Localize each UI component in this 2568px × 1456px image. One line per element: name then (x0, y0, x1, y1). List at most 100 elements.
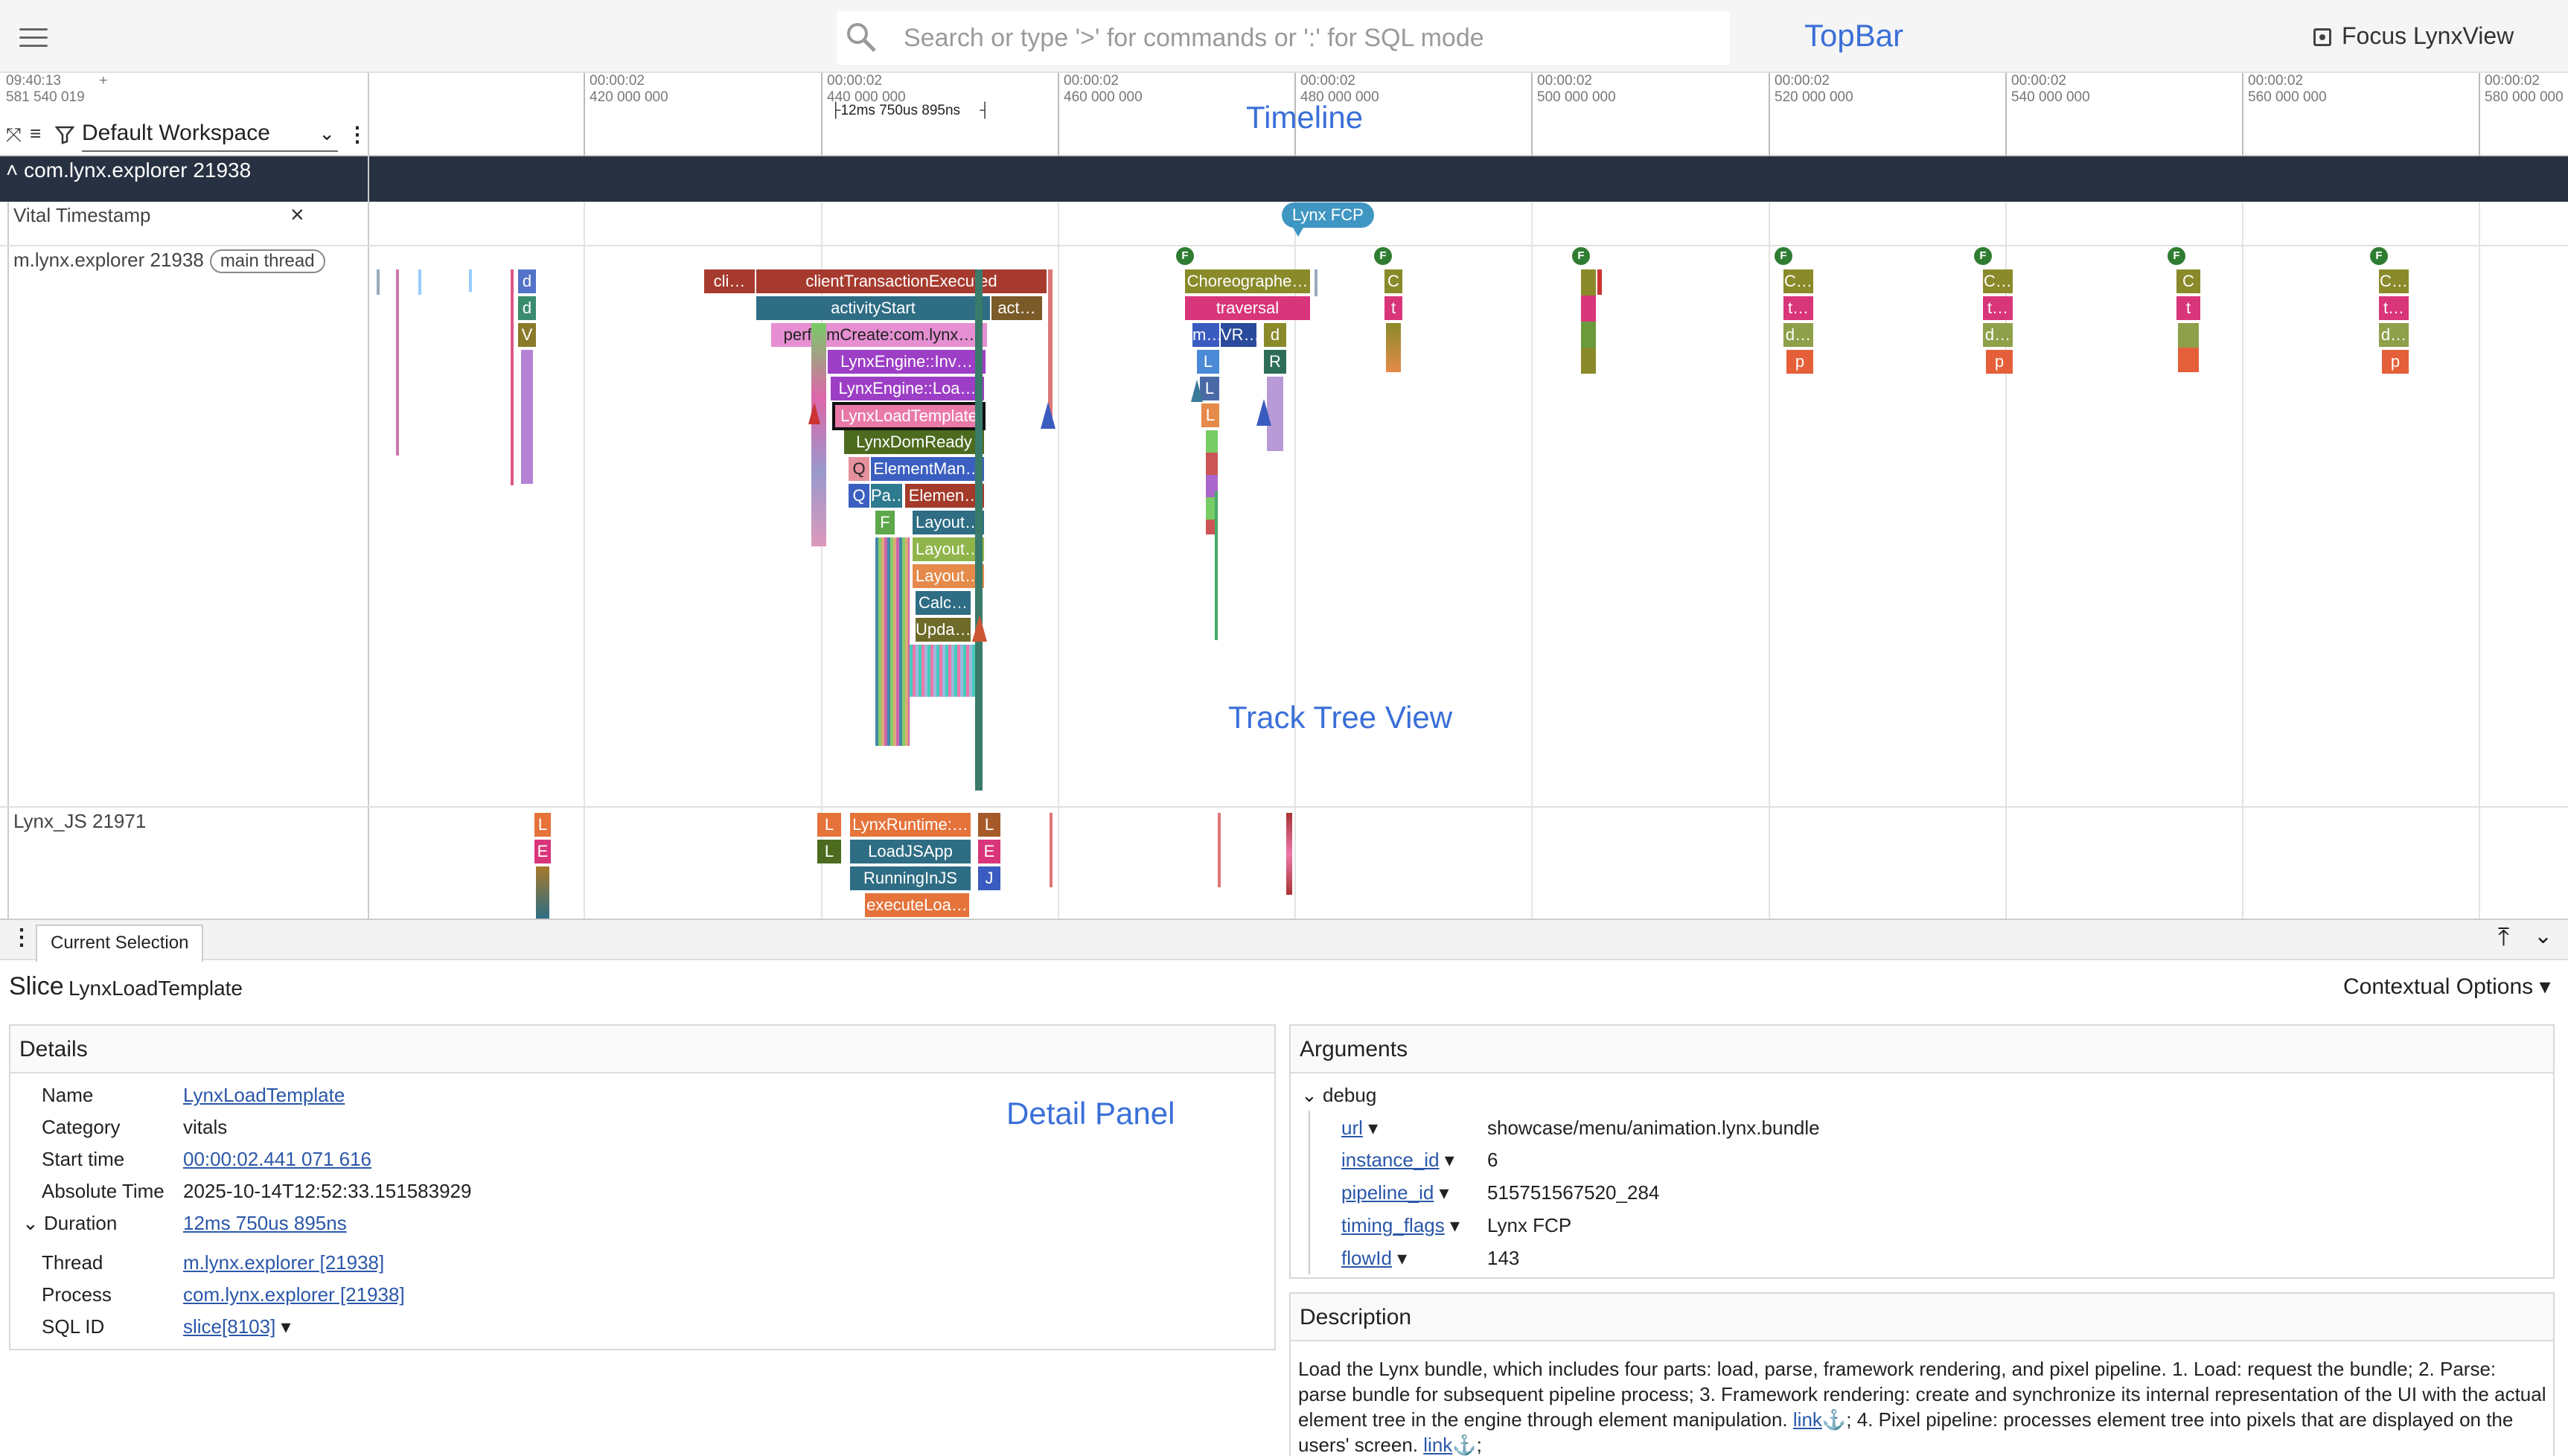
slice[interactable]: p (1786, 350, 1813, 374)
duration-key[interactable]: ⌄ Duration (22, 1212, 117, 1235)
slice[interactable]: m… (1192, 323, 1219, 347)
contextual-options-button[interactable]: Contextual Options ▾ (2343, 974, 2551, 1000)
workspace-more-icon[interactable]: ⋮ (347, 123, 368, 146)
slice[interactable]: L (1200, 377, 1219, 400)
thin-slice[interactable] (1597, 269, 1602, 295)
url-key[interactable]: url ▾ (1341, 1117, 1379, 1139)
slice[interactable]: t… (1983, 296, 2013, 320)
thin-slice[interactable] (418, 269, 421, 295)
frame-marker[interactable]: F (1572, 247, 1590, 265)
timing-flags-key[interactable]: timing_flags ▾ (1341, 1214, 1460, 1236)
slice[interactable]: traversal (1185, 296, 1310, 320)
thin-slice[interactable] (1581, 269, 1596, 374)
thin-slice[interactable] (521, 350, 533, 484)
slice[interactable]: Elemen… (905, 484, 984, 508)
slice[interactable]: LynxRuntime:… (850, 813, 971, 837)
slice[interactable]: LoadJSApp (850, 840, 971, 863)
slice[interactable]: activityStart (756, 296, 990, 320)
slice[interactable]: E (534, 840, 551, 863)
slice[interactable]: VR… (1221, 323, 1256, 347)
slice[interactable]: t… (1783, 296, 1813, 320)
slice[interactable]: E (978, 840, 1000, 863)
slice[interactable]: L (817, 813, 841, 837)
collapse-all-icon[interactable]: ⤧ (6, 124, 22, 146)
slice[interactable]: act… (991, 296, 1042, 320)
main-thread-track[interactable]: m.lynx.explorer 21938 main thread (13, 249, 325, 273)
slice[interactable]: R (1264, 350, 1286, 374)
timeline-ruler[interactable]: 09:40:13 + 581 540 019 00:00:02 420 000 0… (0, 73, 2568, 156)
thin-slice[interactable] (1218, 813, 1221, 887)
search-box[interactable] (837, 11, 1730, 65)
slice[interactable]: LynxEngine::Loa… (831, 377, 984, 400)
frame-marker[interactable]: F (1176, 247, 1194, 265)
collapse-panel-icon[interactable]: ⌄ (2534, 924, 2553, 948)
slice[interactable]: d (1264, 323, 1286, 347)
sql-id-link[interactable]: slice[8103] ▾ (183, 1315, 291, 1338)
slice[interactable]: p (1986, 350, 2013, 374)
name-link[interactable]: LynxLoadTemplate (183, 1084, 345, 1106)
slice[interactable]: d (518, 269, 536, 293)
slice[interactable]: Layout… (913, 511, 984, 534)
process-track-header[interactable]: ˄ com.lynx.explorer 21938 (0, 156, 2568, 202)
slice[interactable]: LynxDomReady (844, 430, 984, 454)
slice[interactable]: Q (849, 457, 869, 481)
debug-group-toggle[interactable]: ⌄ debug (1301, 1084, 1376, 1107)
slice[interactable]: C… (1783, 269, 1813, 293)
lynx-fcp-marker[interactable]: Lynx FCP (1282, 202, 1374, 237)
thin-slice[interactable] (1286, 813, 1292, 895)
slice[interactable]: J (978, 866, 1000, 890)
slice[interactable]: RunningInJS (850, 866, 971, 890)
thin-slice[interactable] (1267, 377, 1283, 451)
slice[interactable]: Pa… (871, 484, 902, 508)
thin-slice[interactable] (396, 269, 399, 456)
instance-id-key[interactable]: instance_id ▾ (1341, 1149, 1454, 1171)
slice[interactable]: L (534, 813, 551, 837)
slice[interactable]: C… (1983, 269, 2013, 293)
vital-timestamp-track[interactable]: Vital Timestamp (13, 204, 151, 226)
thin-slice[interactable] (2178, 323, 2199, 372)
frame-marker[interactable]: F (1775, 247, 1792, 265)
slice[interactable]: d… (1983, 323, 2013, 347)
duration-link[interactable]: 12ms 750us 895ns (183, 1212, 347, 1234)
process-link[interactable]: com.lynx.explorer [21938] (183, 1283, 405, 1306)
thin-slice[interactable] (975, 269, 983, 791)
slice[interactable]: Layout… (913, 564, 984, 588)
thread-link[interactable]: m.lynx.explorer [21938] (183, 1251, 385, 1274)
slice[interactable]: L (1197, 350, 1219, 374)
thin-slice[interactable] (1048, 269, 1053, 418)
thin-slice[interactable] (1315, 269, 1317, 296)
slice[interactable]: LynxEngine::Inv… (828, 350, 986, 374)
slice[interactable]: t… (2379, 296, 2409, 320)
slice-selected[interactable]: LynxLoadTemplate (832, 402, 986, 430)
thin-slice[interactable] (469, 269, 472, 292)
thin-slice[interactable] (1050, 813, 1053, 887)
description-link[interactable]: link (1423, 1434, 1453, 1456)
slice[interactable]: L (817, 840, 841, 863)
js-thread-track[interactable]: Lynx_JS 21971 (13, 810, 147, 832)
slice[interactable]: d (518, 296, 536, 320)
frame-marker[interactable]: F (1374, 247, 1392, 265)
filter-icon[interactable] (55, 125, 74, 144)
thin-slice[interactable] (377, 269, 380, 295)
slice[interactable]: executeLoa… (865, 893, 969, 917)
slice[interactable]: d… (1783, 323, 1813, 347)
frame-marker[interactable]: F (2168, 247, 2185, 265)
slice[interactable]: Q (849, 484, 869, 508)
slice[interactable]: ElementMan… (871, 457, 984, 481)
thin-slice[interactable] (1386, 323, 1401, 372)
slice[interactable]: C (2176, 269, 2200, 293)
slice[interactable]: C (1384, 269, 1402, 293)
slice[interactable]: L (1201, 403, 1219, 427)
start-time-link[interactable]: 00:00:02.441 071 616 (183, 1148, 372, 1170)
thin-slice-cluster[interactable] (875, 537, 910, 746)
slice[interactable]: Choreographe… (1185, 269, 1310, 293)
slice[interactable]: V (518, 323, 536, 347)
slice[interactable]: cli… (704, 269, 755, 293)
close-icon[interactable]: × (290, 201, 304, 228)
description-link[interactable]: link (1792, 1408, 1822, 1431)
slice[interactable]: t (2176, 296, 2200, 320)
search-input[interactable] (904, 19, 1708, 57)
slice[interactable]: L (978, 813, 1000, 837)
slice[interactable]: clientTransactionExecuted (756, 269, 1047, 293)
slice[interactable]: Upda… (916, 618, 971, 642)
